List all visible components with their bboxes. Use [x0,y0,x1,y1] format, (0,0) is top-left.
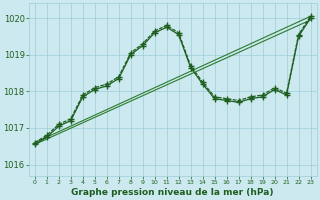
X-axis label: Graphe pression niveau de la mer (hPa): Graphe pression niveau de la mer (hPa) [71,188,274,197]
